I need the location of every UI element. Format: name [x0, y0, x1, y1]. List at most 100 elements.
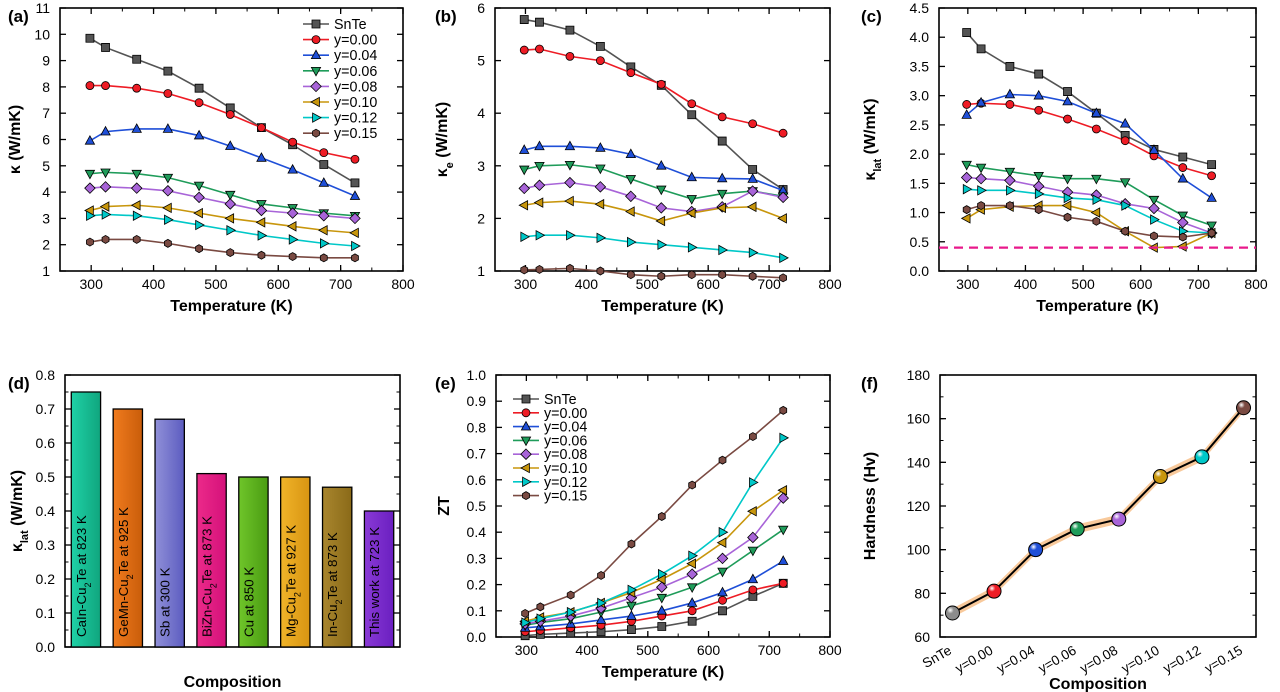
svg-text:600: 600	[267, 276, 291, 292]
svg-text:Temperature (K): Temperature (K)	[1036, 298, 1158, 315]
svg-text:κlat (W/mK): κlat (W/mK)	[862, 98, 884, 180]
svg-text:5: 5	[477, 53, 485, 69]
svg-text:κe (W/mK): κe (W/mK)	[434, 102, 456, 177]
svg-text:700: 700	[758, 642, 782, 658]
svg-text:300: 300	[80, 276, 104, 292]
svg-text:800: 800	[818, 642, 842, 658]
svg-text:0.3: 0.3	[36, 537, 56, 553]
svg-text:700: 700	[1187, 276, 1211, 292]
svg-text:3: 3	[477, 158, 485, 174]
svg-text:300: 300	[956, 276, 980, 292]
svg-text:500: 500	[636, 642, 660, 658]
svg-text:0.8: 0.8	[467, 419, 487, 435]
svg-text:(b): (b)	[435, 7, 457, 26]
svg-text:100: 100	[907, 542, 931, 558]
svg-text:500: 500	[1071, 276, 1095, 292]
svg-text:y=0.04: y=0.04	[334, 48, 377, 64]
svg-text:y=0.06: y=0.06	[334, 64, 377, 80]
svg-text:0.1: 0.1	[467, 603, 487, 619]
svg-text:5: 5	[42, 158, 50, 174]
svg-text:y=0.00: y=0.00	[334, 33, 377, 49]
svg-text:400: 400	[142, 276, 166, 292]
svg-text:SnTe: SnTe	[920, 643, 954, 671]
svg-text:0.9: 0.9	[467, 393, 487, 409]
svg-text:y=0.12: y=0.12	[1161, 643, 1204, 676]
svg-text:6: 6	[477, 0, 485, 16]
svg-text:600: 600	[1129, 276, 1153, 292]
svg-text:300: 300	[514, 276, 538, 292]
svg-text:400: 400	[1014, 276, 1038, 292]
svg-text:y=0.15: y=0.15	[334, 126, 377, 142]
svg-text:Sb at 300 K: Sb at 300 K	[158, 567, 173, 637]
svg-text:4.5: 4.5	[910, 0, 930, 16]
svg-text:300: 300	[515, 642, 539, 658]
svg-text:140: 140	[907, 454, 931, 470]
svg-text:800: 800	[391, 276, 415, 292]
svg-text:1.5: 1.5	[910, 175, 930, 191]
svg-text:700: 700	[757, 276, 781, 292]
svg-text:400: 400	[575, 642, 599, 658]
svg-text:1.0: 1.0	[467, 367, 487, 383]
svg-text:y=0.15: y=0.15	[544, 489, 587, 505]
svg-text:y=0.04: y=0.04	[994, 642, 1037, 676]
svg-text:ZT: ZT	[436, 496, 453, 516]
svg-text:This work at 723 K: This work at 723 K	[367, 527, 382, 637]
svg-text:0.5: 0.5	[36, 469, 56, 485]
svg-text:y=0.00: y=0.00	[953, 643, 996, 676]
svg-text:0.7: 0.7	[36, 401, 56, 417]
svg-text:(d): (d)	[8, 374, 30, 393]
svg-text:0.2: 0.2	[467, 577, 487, 593]
svg-text:y=0.08: y=0.08	[334, 79, 377, 95]
svg-text:(c): (c)	[861, 7, 882, 26]
svg-text:80: 80	[914, 585, 930, 601]
svg-text:3: 3	[42, 210, 50, 226]
svg-text:9: 9	[42, 53, 50, 69]
svg-text:Temperature (K): Temperature (K)	[601, 298, 723, 315]
svg-text:2.5: 2.5	[910, 117, 930, 133]
svg-text:3.5: 3.5	[910, 58, 930, 74]
svg-text:0.0: 0.0	[36, 639, 56, 655]
svg-text:y=0.15: y=0.15	[1202, 643, 1245, 676]
svg-text:y=0.12: y=0.12	[334, 111, 377, 127]
svg-text:400: 400	[575, 276, 599, 292]
svg-text:Cu at 850 K: Cu at 850 K	[241, 567, 256, 637]
svg-text:500: 500	[636, 276, 660, 292]
svg-text:1.0: 1.0	[910, 205, 930, 221]
svg-text:10: 10	[34, 26, 50, 42]
svg-text:κ (W/mK): κ (W/mK)	[7, 105, 24, 174]
svg-text:2: 2	[477, 210, 485, 226]
svg-text:7: 7	[42, 105, 50, 121]
svg-text:2: 2	[42, 237, 50, 253]
svg-text:6: 6	[42, 132, 50, 148]
svg-text:0.1: 0.1	[36, 605, 56, 621]
svg-text:0.3: 0.3	[467, 550, 487, 566]
svg-text:160: 160	[907, 411, 931, 427]
svg-text:700: 700	[329, 276, 353, 292]
svg-text:3.0: 3.0	[910, 88, 930, 104]
svg-text:y=0.10: y=0.10	[334, 95, 377, 111]
svg-text:180: 180	[907, 367, 931, 383]
svg-text:y=0.10: y=0.10	[1119, 643, 1162, 676]
svg-text:0.0: 0.0	[467, 629, 487, 645]
svg-text:(a): (a)	[8, 7, 29, 26]
svg-text:1: 1	[477, 263, 485, 279]
svg-text:0.0: 0.0	[910, 263, 930, 279]
svg-text:0.8: 0.8	[36, 367, 56, 383]
svg-text:(f): (f)	[861, 374, 878, 393]
svg-text:y=0.06: y=0.06	[1036, 643, 1079, 676]
svg-text:0.5: 0.5	[467, 498, 487, 514]
svg-text:120: 120	[907, 498, 931, 514]
svg-text:0.7: 0.7	[467, 446, 487, 462]
svg-text:0.4: 0.4	[36, 503, 56, 519]
svg-text:Composition: Composition	[1049, 676, 1147, 692]
svg-text:0.2: 0.2	[36, 571, 56, 587]
svg-text:600: 600	[697, 276, 721, 292]
svg-text:4: 4	[477, 105, 485, 121]
svg-text:600: 600	[697, 642, 721, 658]
svg-text:4: 4	[42, 184, 50, 200]
svg-text:0.5: 0.5	[910, 234, 930, 250]
svg-text:Temperature (K): Temperature (K)	[170, 298, 292, 315]
svg-text:800: 800	[1244, 276, 1268, 292]
svg-text:0.6: 0.6	[36, 435, 56, 451]
svg-text:8: 8	[42, 79, 50, 95]
